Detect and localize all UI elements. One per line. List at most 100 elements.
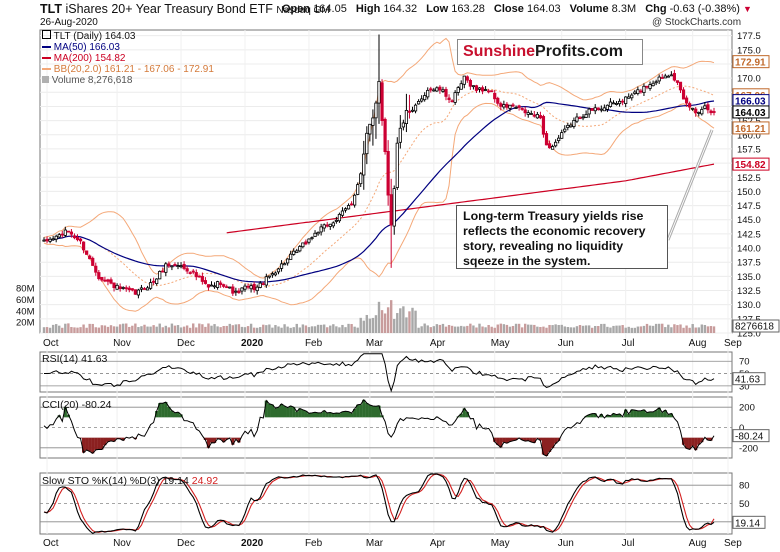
volume-bar <box>219 327 222 333</box>
volume-bar <box>676 325 679 333</box>
candle-body <box>337 213 342 222</box>
candle-body <box>694 108 698 114</box>
volume-bar <box>201 324 204 333</box>
volume-bar <box>146 326 149 333</box>
volume-bar <box>475 327 478 333</box>
candle-body <box>121 287 125 289</box>
candle-body <box>200 275 204 282</box>
candle-body <box>566 124 570 129</box>
volume-bar <box>265 325 268 333</box>
candle-body <box>639 90 643 93</box>
price-tick-label: 177.5 <box>737 31 761 42</box>
sto-tag: 19.14 <box>735 518 760 529</box>
candle-body <box>349 203 354 206</box>
volume-bar <box>76 327 79 333</box>
candle-body <box>678 81 683 91</box>
volume-bar <box>134 323 137 333</box>
candle-body <box>176 265 180 267</box>
ohlc-row: Open 164.05 High 164.32 Low 163.28 Close… <box>282 3 752 15</box>
candle-body <box>225 286 229 289</box>
volume-bar <box>517 323 521 333</box>
bb-lower-line <box>43 102 715 312</box>
sto-title: Slow STO %K(14) %D(3) 19.14 24.92 <box>42 475 218 487</box>
volume-bar <box>441 323 445 333</box>
volume-bar <box>603 323 606 333</box>
candle-body <box>605 104 610 110</box>
volume-bar <box>560 324 563 333</box>
x-axis-label: Nov <box>113 338 131 349</box>
candle-body <box>91 257 95 266</box>
candle-body <box>675 80 680 83</box>
close-tag-box <box>732 105 770 119</box>
sunshine-profits-logo: SunshineProfits.com <box>457 39 643 65</box>
candle-body <box>526 112 530 115</box>
price-tick-label: 145.0 <box>737 215 761 226</box>
candle-body <box>340 210 345 216</box>
volume-bar <box>237 324 241 333</box>
volume-bar <box>353 326 356 333</box>
volume-bar <box>61 327 64 333</box>
volume-bar <box>615 325 618 333</box>
candle-body <box>273 272 278 276</box>
candle-body <box>654 81 658 84</box>
candle-body <box>505 103 509 108</box>
candle-body <box>401 122 405 128</box>
volume-bar <box>280 327 283 333</box>
candle-body <box>544 133 549 146</box>
candle-body <box>365 132 369 155</box>
legend-volume-text: Volume 8,276,618 <box>51 75 133 86</box>
security-name: iShares 20+ Year Treasury Bond ETF <box>65 2 273 16</box>
candle-body <box>234 290 238 293</box>
candle-body <box>54 235 58 240</box>
volume-bar <box>152 325 155 333</box>
volume-bar <box>402 306 405 333</box>
volume-bar <box>58 325 61 333</box>
legend-volume: Volume 8,276,618 <box>42 75 132 86</box>
date: 26-Aug-2020 <box>40 17 98 28</box>
volume-bar <box>636 326 640 333</box>
candle-body <box>282 263 287 266</box>
volume-bar <box>304 325 308 333</box>
candle-body <box>219 282 223 285</box>
candle-body <box>310 237 314 239</box>
volume-bar <box>600 323 603 333</box>
volume-bar <box>252 327 256 333</box>
volume-bar <box>630 327 633 333</box>
volume-bar <box>298 327 302 333</box>
volume-bar <box>548 324 551 333</box>
bb-lower-tag-box <box>732 121 770 135</box>
sto-k-line <box>43 473 715 535</box>
volume-bar <box>176 325 180 333</box>
candle-body <box>389 194 393 226</box>
volume-bar <box>648 325 652 333</box>
candle-body <box>331 222 335 227</box>
volume-bar <box>530 324 533 333</box>
legend-ma50-text: MA(50) 166.03 <box>53 42 120 53</box>
candle-body <box>152 280 156 283</box>
cci-line <box>43 399 715 457</box>
candle-body <box>627 96 631 99</box>
price-tick-label: 150.0 <box>737 187 761 198</box>
title-row: TLT iShares 20+ Year Treasury Bond ETF N… <box>40 2 330 16</box>
price-tick-label: 132.5 <box>737 286 761 297</box>
rsi-tag-box <box>732 372 766 386</box>
volume-bar <box>243 327 247 333</box>
candle-body <box>206 284 211 288</box>
volume-bar <box>466 325 469 333</box>
volume-bar <box>520 327 524 333</box>
candle-body <box>240 287 244 292</box>
candle-body <box>529 113 533 115</box>
volume-bar <box>140 326 143 333</box>
candle-body <box>75 236 80 241</box>
volume-bar <box>578 325 582 333</box>
volume-bar <box>125 323 128 333</box>
volume-bar <box>505 324 509 333</box>
x-axis-label-bottom: Feb <box>305 538 323 549</box>
volume-bar <box>335 326 338 333</box>
candle-body <box>459 83 463 90</box>
volume-bar <box>188 327 192 333</box>
candle-body <box>124 287 128 290</box>
bb-mid-line <box>43 85 715 288</box>
logo-part2: Profits.com <box>535 43 624 60</box>
candle-body <box>420 98 424 102</box>
